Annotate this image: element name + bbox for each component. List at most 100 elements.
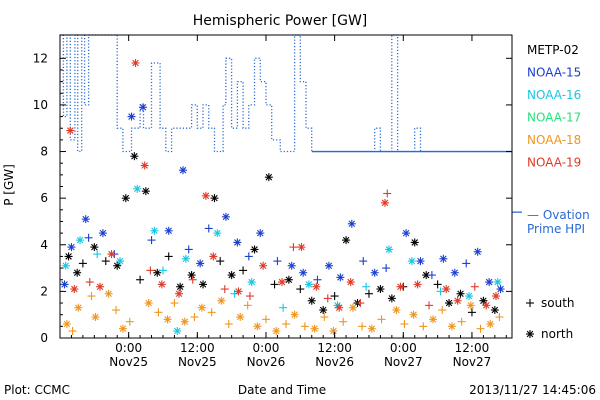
north-point-noaa-18 <box>447 322 456 331</box>
north-point-noaa-15 <box>496 285 505 294</box>
north-point-noaa-16 <box>181 254 190 263</box>
north-point-noaa-19 <box>396 282 405 291</box>
legend-item-noaa-16: NOAA-16 <box>527 88 581 102</box>
north-point-noaa-18 <box>409 310 418 319</box>
x-tick-date-label: Nov27 <box>453 355 492 369</box>
ovation-legend-line1: — Ovation <box>527 208 590 222</box>
y-tick-label: 8 <box>40 145 48 159</box>
y-tick-label: 12 <box>33 51 48 65</box>
north-point-noaa-16 <box>247 278 256 287</box>
north-point-noaa-16 <box>213 229 222 238</box>
north-point-noaa-18 <box>429 315 438 324</box>
south-point-noaa-18 <box>495 313 504 322</box>
south-point-noaa-19 <box>383 189 392 198</box>
north-point-noaa-15 <box>347 219 356 228</box>
x-tick-time-label: 0:00 <box>252 341 279 355</box>
south-point-metp-02 <box>433 280 442 289</box>
y-tick-label: 2 <box>40 284 48 298</box>
north-point-noaa-19 <box>131 58 140 67</box>
south-point-metp-02 <box>164 252 173 261</box>
north-point-noaa-18 <box>392 306 401 315</box>
north-point-noaa-18 <box>272 327 281 336</box>
south-point-noaa-19 <box>356 299 365 308</box>
south-point-noaa-16 <box>93 250 102 259</box>
north-point-metp-02 <box>387 294 396 303</box>
south-point-noaa-15 <box>382 264 391 273</box>
north-point-noaa-19 <box>70 285 79 294</box>
south-point-noaa-18 <box>358 322 367 331</box>
north-point-noaa-16 <box>116 257 125 266</box>
legend-item-noaa-19: NOAA-19 <box>527 156 581 170</box>
south-point-noaa-15 <box>273 257 282 266</box>
legend-item-noaa-18: NOAA-18 <box>527 133 581 147</box>
legend-item-metp-02: METP-02 <box>527 43 579 57</box>
north-point-noaa-19 <box>209 252 218 261</box>
south-point-noaa-18 <box>261 315 270 324</box>
north-point-noaa-19 <box>346 278 355 287</box>
south-point-metp-02 <box>136 275 145 284</box>
axes: 0246810120:00Nov2512:00Nov250:00Nov2612:… <box>33 34 513 369</box>
north-point-noaa-15 <box>98 229 107 238</box>
north-point-noaa-18 <box>290 310 299 319</box>
north-point-noaa-19 <box>380 198 389 207</box>
north-point-noaa-18 <box>180 317 189 326</box>
south-point-noaa-18 <box>170 299 179 308</box>
north-point-metp-02 <box>410 238 419 247</box>
x-tick-date-label: Nov26 <box>315 355 354 369</box>
plot-frame <box>59 34 513 339</box>
north-point-noaa-18 <box>74 303 83 312</box>
north-point-metp-02 <box>319 306 328 315</box>
north-point-metp-02 <box>342 236 351 245</box>
north-point-metp-02 <box>141 187 150 196</box>
north-point-noaa-19 <box>107 250 116 259</box>
south-point-noaa-19 <box>245 292 254 301</box>
south-point-metp-02 <box>78 259 87 268</box>
north-point-noaa-15 <box>450 268 459 277</box>
south-point-noaa-18 <box>243 301 252 310</box>
north-point-metp-02 <box>227 271 236 280</box>
north-point-metp-02 <box>90 243 99 252</box>
north-point-noaa-15 <box>67 243 76 252</box>
south-point-noaa-18 <box>87 292 96 301</box>
north-point-noaa-15 <box>287 261 296 270</box>
south-point-noaa-18 <box>339 317 348 326</box>
south-point-noaa-16 <box>230 289 239 298</box>
south-point-noaa-18 <box>300 322 309 331</box>
north-point-noaa-15 <box>221 212 230 221</box>
north-point-metp-02 <box>264 173 273 182</box>
north-point-noaa-19 <box>491 292 500 301</box>
south-point-noaa-15 <box>462 259 471 268</box>
south-point-noaa-18 <box>112 306 121 315</box>
north-point-noaa-18 <box>104 289 113 298</box>
north-point-noaa-19 <box>297 243 306 252</box>
ovation-legend-line2: Prime HPI <box>527 222 585 236</box>
north-point-metp-02 <box>210 194 219 203</box>
x-axis-label: Date and Time <box>238 383 326 397</box>
x-tick-date-label: Nov26 <box>247 355 286 369</box>
y-tick-label: 0 <box>40 331 48 345</box>
south-point-noaa-18 <box>68 327 77 336</box>
south-point-noaa-19 <box>289 243 298 252</box>
south-point-metp-02 <box>467 308 476 317</box>
north-point-noaa-18 <box>62 320 71 329</box>
south-point-noaa-19 <box>85 278 94 287</box>
north-point-noaa-16 <box>133 184 142 193</box>
north-point-noaa-19 <box>140 161 149 170</box>
south-point-metp-02 <box>296 285 305 294</box>
north-point-noaa-18 <box>310 324 319 333</box>
north-point-metp-02 <box>445 299 454 308</box>
north-point-metp-02 <box>479 296 488 305</box>
north-point-noaa-18 <box>253 322 262 331</box>
north-point-metp-02 <box>490 306 499 315</box>
x-tick-date-label: Nov25 <box>178 355 217 369</box>
south-point-noaa-16 <box>362 282 371 291</box>
north-point-noaa-18 <box>348 303 357 312</box>
north-point-noaa-19 <box>259 261 268 270</box>
north-point-metp-02 <box>113 261 122 270</box>
south-point-metp-02 <box>216 257 225 266</box>
north-point-noaa-19 <box>175 289 184 298</box>
north-point-noaa-16 <box>150 226 159 235</box>
x-tick-date-label: Nov25 <box>109 355 148 369</box>
north-point-noaa-19 <box>157 280 166 289</box>
north-point-noaa-16 <box>173 327 182 336</box>
